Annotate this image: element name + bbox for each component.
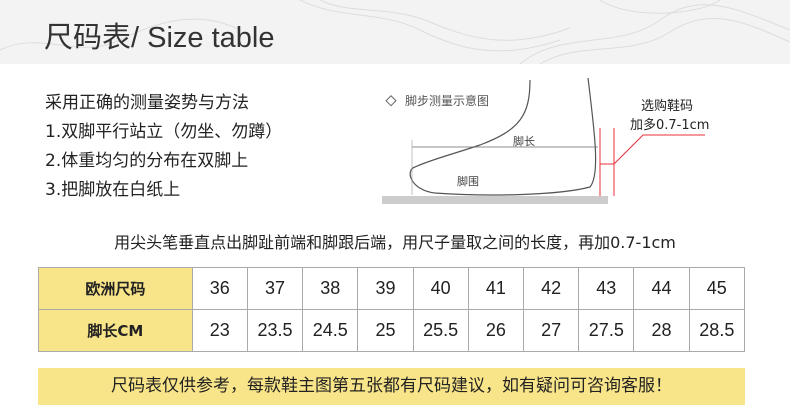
row-header: 脚长CM: [38, 309, 193, 352]
eu-size-cell: 39: [357, 267, 414, 310]
page-title: 尺码表/ Size table: [44, 22, 275, 54]
reference-tip-banner: 尺码表仅供参考，每款鞋主图第五张都有尺码建议，如有疑问可咨询客服！: [38, 368, 745, 405]
table-row: 欧洲尺码 36 37 38 39 40 41 42 43 44 45: [38, 267, 746, 310]
eu-size-cell: 43: [578, 267, 635, 310]
instruction-1: 1.双脚平行站立（勿坐、勿蹲）: [45, 122, 283, 142]
eu-size-cell: 40: [412, 267, 469, 310]
length-label: 脚长: [513, 135, 535, 148]
eu-size-cell: 37: [246, 267, 304, 310]
eu-size-cell: 45: [688, 267, 746, 310]
length-cell: 23: [191, 309, 248, 352]
row-header: 欧洲尺码: [38, 267, 193, 310]
girth-label: 脚围: [457, 175, 479, 188]
length-cell: 25: [357, 309, 414, 352]
eu-size-cell: 41: [467, 267, 525, 310]
size-table: 欧洲尺码 36 37 38 39 40 41 42 43 44 45 脚长CM 23 23.5 24.…: [38, 267, 746, 352]
eu-size-cell: 44: [633, 267, 690, 310]
length-cell: 24.5: [302, 309, 359, 352]
instruction-heading: 采用正确的测量姿势与方法: [45, 93, 249, 113]
instruction-2: 2.体重均匀的分布在双脚上: [45, 151, 249, 171]
header-banner: 尺码表/ Size table: [0, 0, 790, 64]
instruction-3: 3.把脚放在白纸上: [45, 180, 181, 200]
length-cell: 23.5: [246, 309, 304, 352]
table-row: 脚长CM 23 23.5 24.5 25 25.5 26 27 27.5 28 28.5: [38, 309, 746, 352]
advice-line1: 选购鞋码: [641, 99, 694, 114]
length-cell: 28.5: [688, 309, 746, 352]
measure-note: 用尖头笔垂直点出脚趾前端和脚跟后端，用尺子量取之间的长度，再加0.7-1cm: [114, 233, 676, 252]
eu-size-cell: 42: [522, 267, 580, 310]
diagram-caption: 脚步测量示意图: [405, 94, 490, 108]
foot-illustration: [382, 77, 705, 204]
eu-size-cell: 36: [191, 267, 248, 310]
length-cell: 27: [522, 309, 580, 352]
topographic-pattern: [0, 0, 790, 64]
length-cell: 28: [633, 309, 690, 352]
eu-size-cell: 38: [302, 267, 359, 310]
advice-line2: 加多0.7-1cm: [630, 118, 710, 133]
length-cell: 26: [467, 309, 525, 352]
length-cell: 25.5: [412, 309, 469, 352]
length-cell: 27.5: [578, 309, 635, 352]
foot-measure-diagram: 脚步测量示意图 脚长 脚围 选购鞋码 加多0.7-1cm: [360, 75, 720, 215]
